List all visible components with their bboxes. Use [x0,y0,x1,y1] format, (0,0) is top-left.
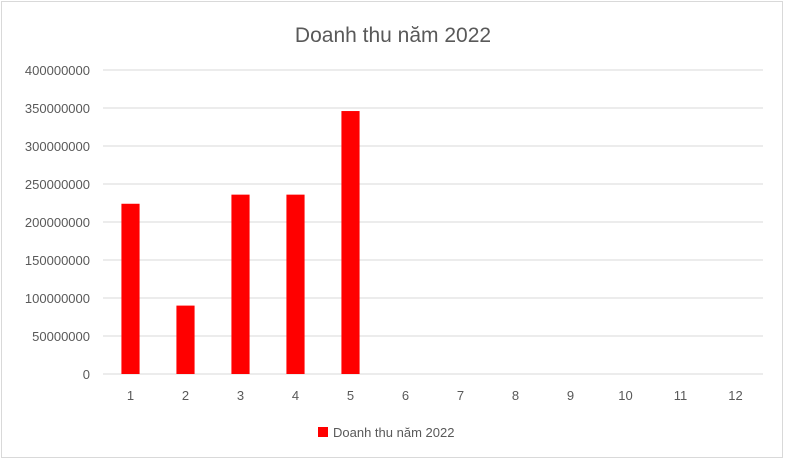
legend-label: Doanh thu năm 2022 [333,425,454,440]
x-tick-label: 2 [182,388,189,403]
x-axis-tick-labels: 1 2 3 4 5 6 7 8 9 10 11 12 [127,388,743,403]
y-tick-label: 400000000 [25,63,90,78]
bar [341,111,360,374]
y-axis-tick-labels: 0 50000000 100000000 150000000 200000000 2500… [25,63,90,382]
x-tick-label: 5 [347,388,354,403]
y-tick-label: 300000000 [25,139,90,154]
x-tick-label: 3 [237,388,244,403]
chart-title: Doanh thu năm 2022 [295,24,491,47]
bars [121,111,360,374]
x-tick-label: 11 [674,388,688,403]
legend-swatch [318,427,328,437]
y-tick-label: 250000000 [25,177,90,192]
y-tick-label: 0 [83,367,90,382]
x-tick-label: 4 [292,388,299,403]
x-tick-label: 6 [402,388,409,403]
x-tick-label: 12 [728,388,742,403]
legend: Doanh thu năm 2022 [318,425,454,440]
bar [121,203,140,374]
y-tick-label: 100000000 [25,291,90,306]
x-tick-label: 7 [457,388,464,403]
bar [231,194,250,374]
x-tick-label: 8 [512,388,519,403]
y-tick-label: 350000000 [25,101,90,116]
gridlines [103,69,763,375]
y-tick-label: 150000000 [25,253,90,268]
y-tick-label: 200000000 [25,215,90,230]
x-tick-label: 9 [567,388,574,403]
y-tick-label: 50000000 [32,329,90,344]
x-tick-label: 1 [127,388,134,403]
bar [286,194,305,374]
bar [176,305,195,374]
x-tick-label: 10 [618,388,632,403]
